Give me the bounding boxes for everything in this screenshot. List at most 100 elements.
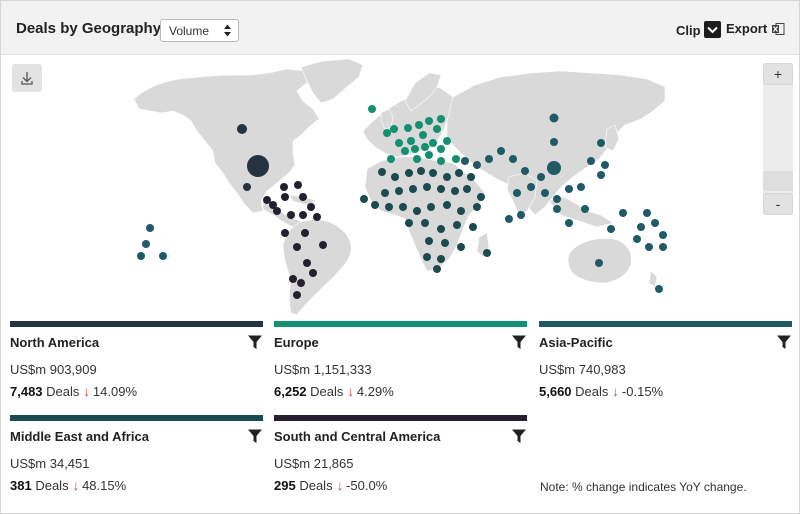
deal-markers[interactable] — [137, 105, 667, 299]
marker-apac — [565, 185, 573, 193]
marker-mea — [391, 173, 399, 181]
marker-latin-america — [294, 181, 302, 189]
marker-mea — [437, 185, 445, 193]
marker-apac — [159, 252, 167, 260]
marker-mea — [437, 225, 445, 233]
filter-icon[interactable] — [247, 334, 263, 350]
yoy-change: 48.15% — [82, 478, 127, 493]
marker-apac — [643, 209, 651, 217]
land-masses — [133, 58, 666, 316]
marker-mea — [427, 203, 435, 211]
marker-europe — [413, 155, 421, 163]
marker-latin-america — [263, 196, 271, 204]
filter-icon[interactable] — [776, 334, 792, 350]
marker-latin-america — [289, 275, 297, 283]
marker-mea — [423, 183, 431, 191]
world-map[interactable] — [1, 56, 799, 318]
marker-latin-america — [281, 229, 289, 237]
export-button[interactable]: Export — [726, 21, 768, 36]
land-new-zealand — [648, 270, 658, 288]
marker-latin-america — [281, 193, 289, 201]
region-card-middle-east-africa: Middle East and Africa US$m 34,451 381 D… — [10, 415, 263, 495]
land-scandinavia — [404, 72, 442, 112]
yoy-change: -50.0% — [346, 478, 388, 493]
deals-label: Deals — [299, 478, 333, 493]
marker-apac — [565, 219, 573, 227]
region-card-europe: Europe US$m 1,151,333 6,252 Deals ↓ 4.29% — [274, 321, 527, 401]
filter-icon[interactable] — [511, 428, 527, 444]
marker-latin-america — [297, 279, 305, 287]
yoy-note: Note: % change indicates YoY change. — [540, 480, 747, 494]
metric-select-value: Volume — [169, 24, 210, 38]
region-color-bar — [539, 321, 792, 327]
filter-icon[interactable] — [247, 428, 263, 444]
marker-apac — [607, 225, 615, 233]
marker-mea — [371, 201, 379, 209]
deal-count: 7,483 — [10, 384, 43, 399]
marker-mea — [378, 168, 386, 176]
marker-europe — [387, 155, 395, 163]
download-button[interactable] — [12, 64, 42, 92]
region-color-bar — [274, 321, 527, 327]
land-se-asia — [548, 196, 614, 228]
metric-select[interactable]: Volume — [160, 19, 239, 42]
marker-mea — [473, 203, 481, 211]
clip-label: Clip — [676, 23, 701, 38]
marker-europe — [429, 139, 437, 147]
clip-checkbox[interactable] — [704, 21, 721, 38]
marker-mea — [443, 173, 451, 181]
region-name: Europe — [274, 335, 319, 350]
marker-mea — [385, 203, 393, 211]
marker-latin-america — [293, 243, 301, 251]
region-value: US$m 903,909 — [10, 362, 97, 377]
marker-apac — [142, 240, 150, 248]
marker-latin-america — [313, 213, 321, 221]
deals-label: Deals — [46, 384, 80, 399]
marker-mea — [477, 193, 485, 201]
zoom-slider-handle[interactable] — [763, 171, 793, 191]
marker-latin-america — [303, 259, 311, 267]
region-name: North America — [10, 335, 100, 350]
filter-icon[interactable] — [511, 334, 527, 350]
deals-label: Deals — [310, 384, 344, 399]
marker-europe — [437, 115, 445, 123]
region-card-south-central-america: South and Central America US$m 21,865 29… — [274, 415, 527, 495]
deal-count: 5,660 — [539, 384, 572, 399]
marker-europe — [421, 143, 429, 151]
region-deals: 295 Deals ↓ -50.0% — [274, 478, 387, 493]
marker-mea — [395, 187, 403, 195]
marker-mea — [360, 195, 368, 203]
marker-mea — [441, 239, 449, 247]
world-map-svg[interactable] — [1, 56, 799, 318]
marker-apac — [527, 183, 535, 191]
marker-europe — [404, 124, 412, 132]
checkmark-icon — [707, 26, 718, 34]
marker-mea — [429, 169, 437, 177]
marker-mea — [421, 219, 429, 227]
marker-apac — [577, 183, 585, 191]
region-value: US$m 740,983 — [539, 362, 626, 377]
zoom-out-button[interactable]: - — [763, 193, 793, 215]
marker-apac — [633, 235, 641, 243]
region-name: Asia-Pacific — [539, 335, 613, 350]
marker-mea — [399, 203, 407, 211]
zoom-in-button[interactable]: + — [763, 63, 793, 85]
marker-mea — [437, 255, 445, 263]
marker-apac — [473, 161, 481, 169]
marker-latin-america — [293, 291, 301, 299]
marker-apac — [547, 161, 561, 175]
marker-apac — [595, 259, 603, 267]
marker-mea — [453, 221, 461, 229]
marker-latin-america — [269, 201, 277, 209]
marker-apac — [517, 211, 525, 219]
land-north-america — [133, 68, 320, 214]
marker-mea — [405, 219, 413, 227]
marker-europe — [401, 147, 409, 155]
land-europe — [362, 86, 454, 158]
excel-icon[interactable] — [771, 22, 785, 36]
marker-latin-america — [273, 207, 281, 215]
marker-apac — [659, 231, 667, 239]
marker-europe — [383, 129, 391, 137]
marker-latin-america — [301, 229, 309, 237]
marker-europe — [415, 121, 423, 129]
